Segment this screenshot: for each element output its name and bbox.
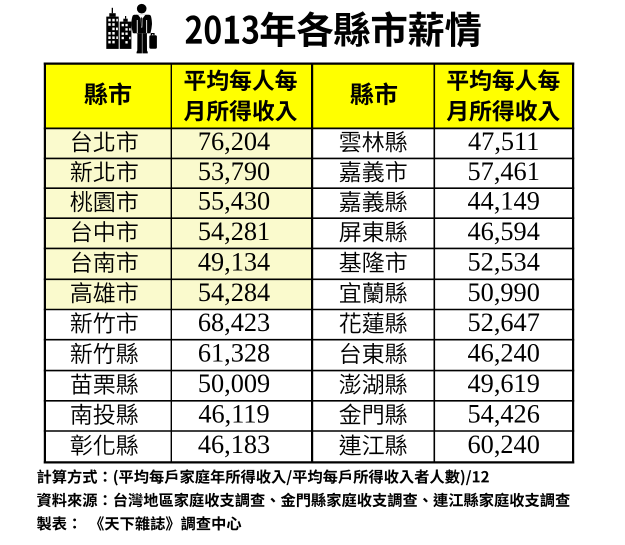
- svg-text:46,183: 46,183: [198, 430, 270, 459]
- svg-text:54,284: 54,284: [198, 278, 270, 307]
- svg-text:60,240: 60,240: [468, 430, 540, 459]
- svg-text:54,281: 54,281: [198, 217, 270, 246]
- svg-text:61,328: 61,328: [198, 339, 270, 368]
- svg-text:52,647: 52,647: [468, 308, 540, 337]
- svg-text:76,204: 76,204: [198, 127, 270, 156]
- svg-text:54,426: 54,426: [468, 399, 540, 428]
- svg-text:49,619: 49,619: [468, 369, 540, 398]
- svg-text:47,511: 47,511: [468, 127, 539, 156]
- svg-text:55,430: 55,430: [198, 187, 270, 216]
- svg-text:52,534: 52,534: [468, 247, 540, 276]
- svg-text:68,423: 68,423: [198, 308, 270, 337]
- svg-text:49,134: 49,134: [198, 247, 270, 276]
- svg-text:46,119: 46,119: [198, 399, 269, 428]
- svg-text:46,240: 46,240: [468, 339, 540, 368]
- svg-text:46,594: 46,594: [468, 217, 540, 246]
- svg-text:50,009: 50,009: [198, 369, 270, 398]
- svg-text:57,461: 57,461: [468, 157, 540, 186]
- svg-text:44,149: 44,149: [468, 187, 540, 216]
- svg-text:53,790: 53,790: [198, 157, 270, 186]
- svg-text:50,990: 50,990: [468, 278, 540, 307]
